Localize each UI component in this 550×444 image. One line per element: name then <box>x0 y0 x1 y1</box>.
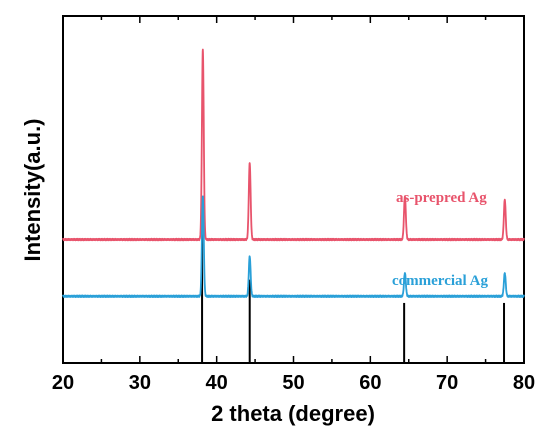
x-tick-label-50: 50 <box>282 372 304 394</box>
series-label-commercial: commercial Ag <box>392 273 488 289</box>
series-label-as-prepred: as-prepred Ag <box>396 190 487 206</box>
x-tick-label-60: 60 <box>359 372 381 394</box>
x-tick-label-30: 30 <box>129 372 151 394</box>
x-tick-label-80: 80 <box>513 372 535 394</box>
x-axis-tick-labels: 20 30 40 50 60 70 80 <box>52 372 535 394</box>
x-tick-label-40: 40 <box>206 372 228 394</box>
x-axis-title: 2 theta (degree) <box>211 401 375 426</box>
y-axis-title: Intensity(a.u.) <box>20 118 45 261</box>
x-tick-label-20: 20 <box>52 372 74 394</box>
x-tick-label-70: 70 <box>436 372 458 394</box>
series-line-0 <box>62 48 525 242</box>
traces <box>62 48 525 298</box>
series-line-1 <box>62 195 525 298</box>
x-axis-ticks <box>62 16 525 363</box>
